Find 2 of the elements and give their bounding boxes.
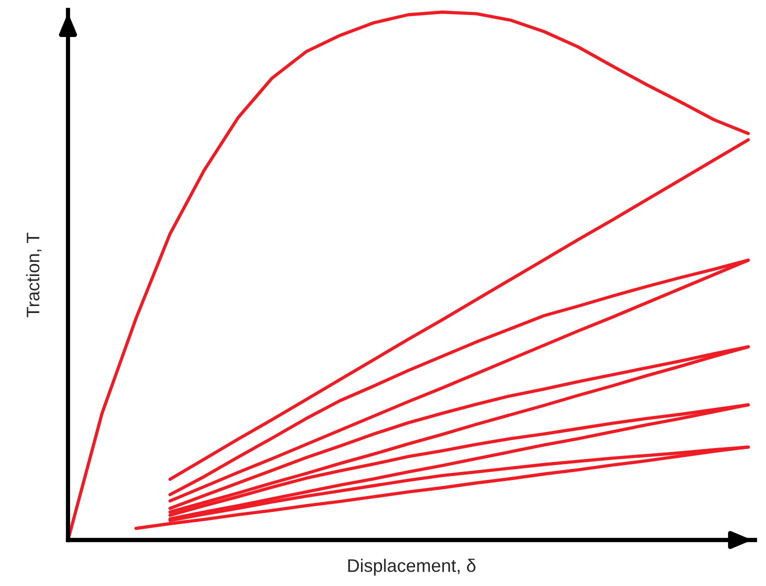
x-axis-title: Displacement, δ <box>348 558 476 576</box>
y-axis-title: Traction, T <box>26 232 42 318</box>
